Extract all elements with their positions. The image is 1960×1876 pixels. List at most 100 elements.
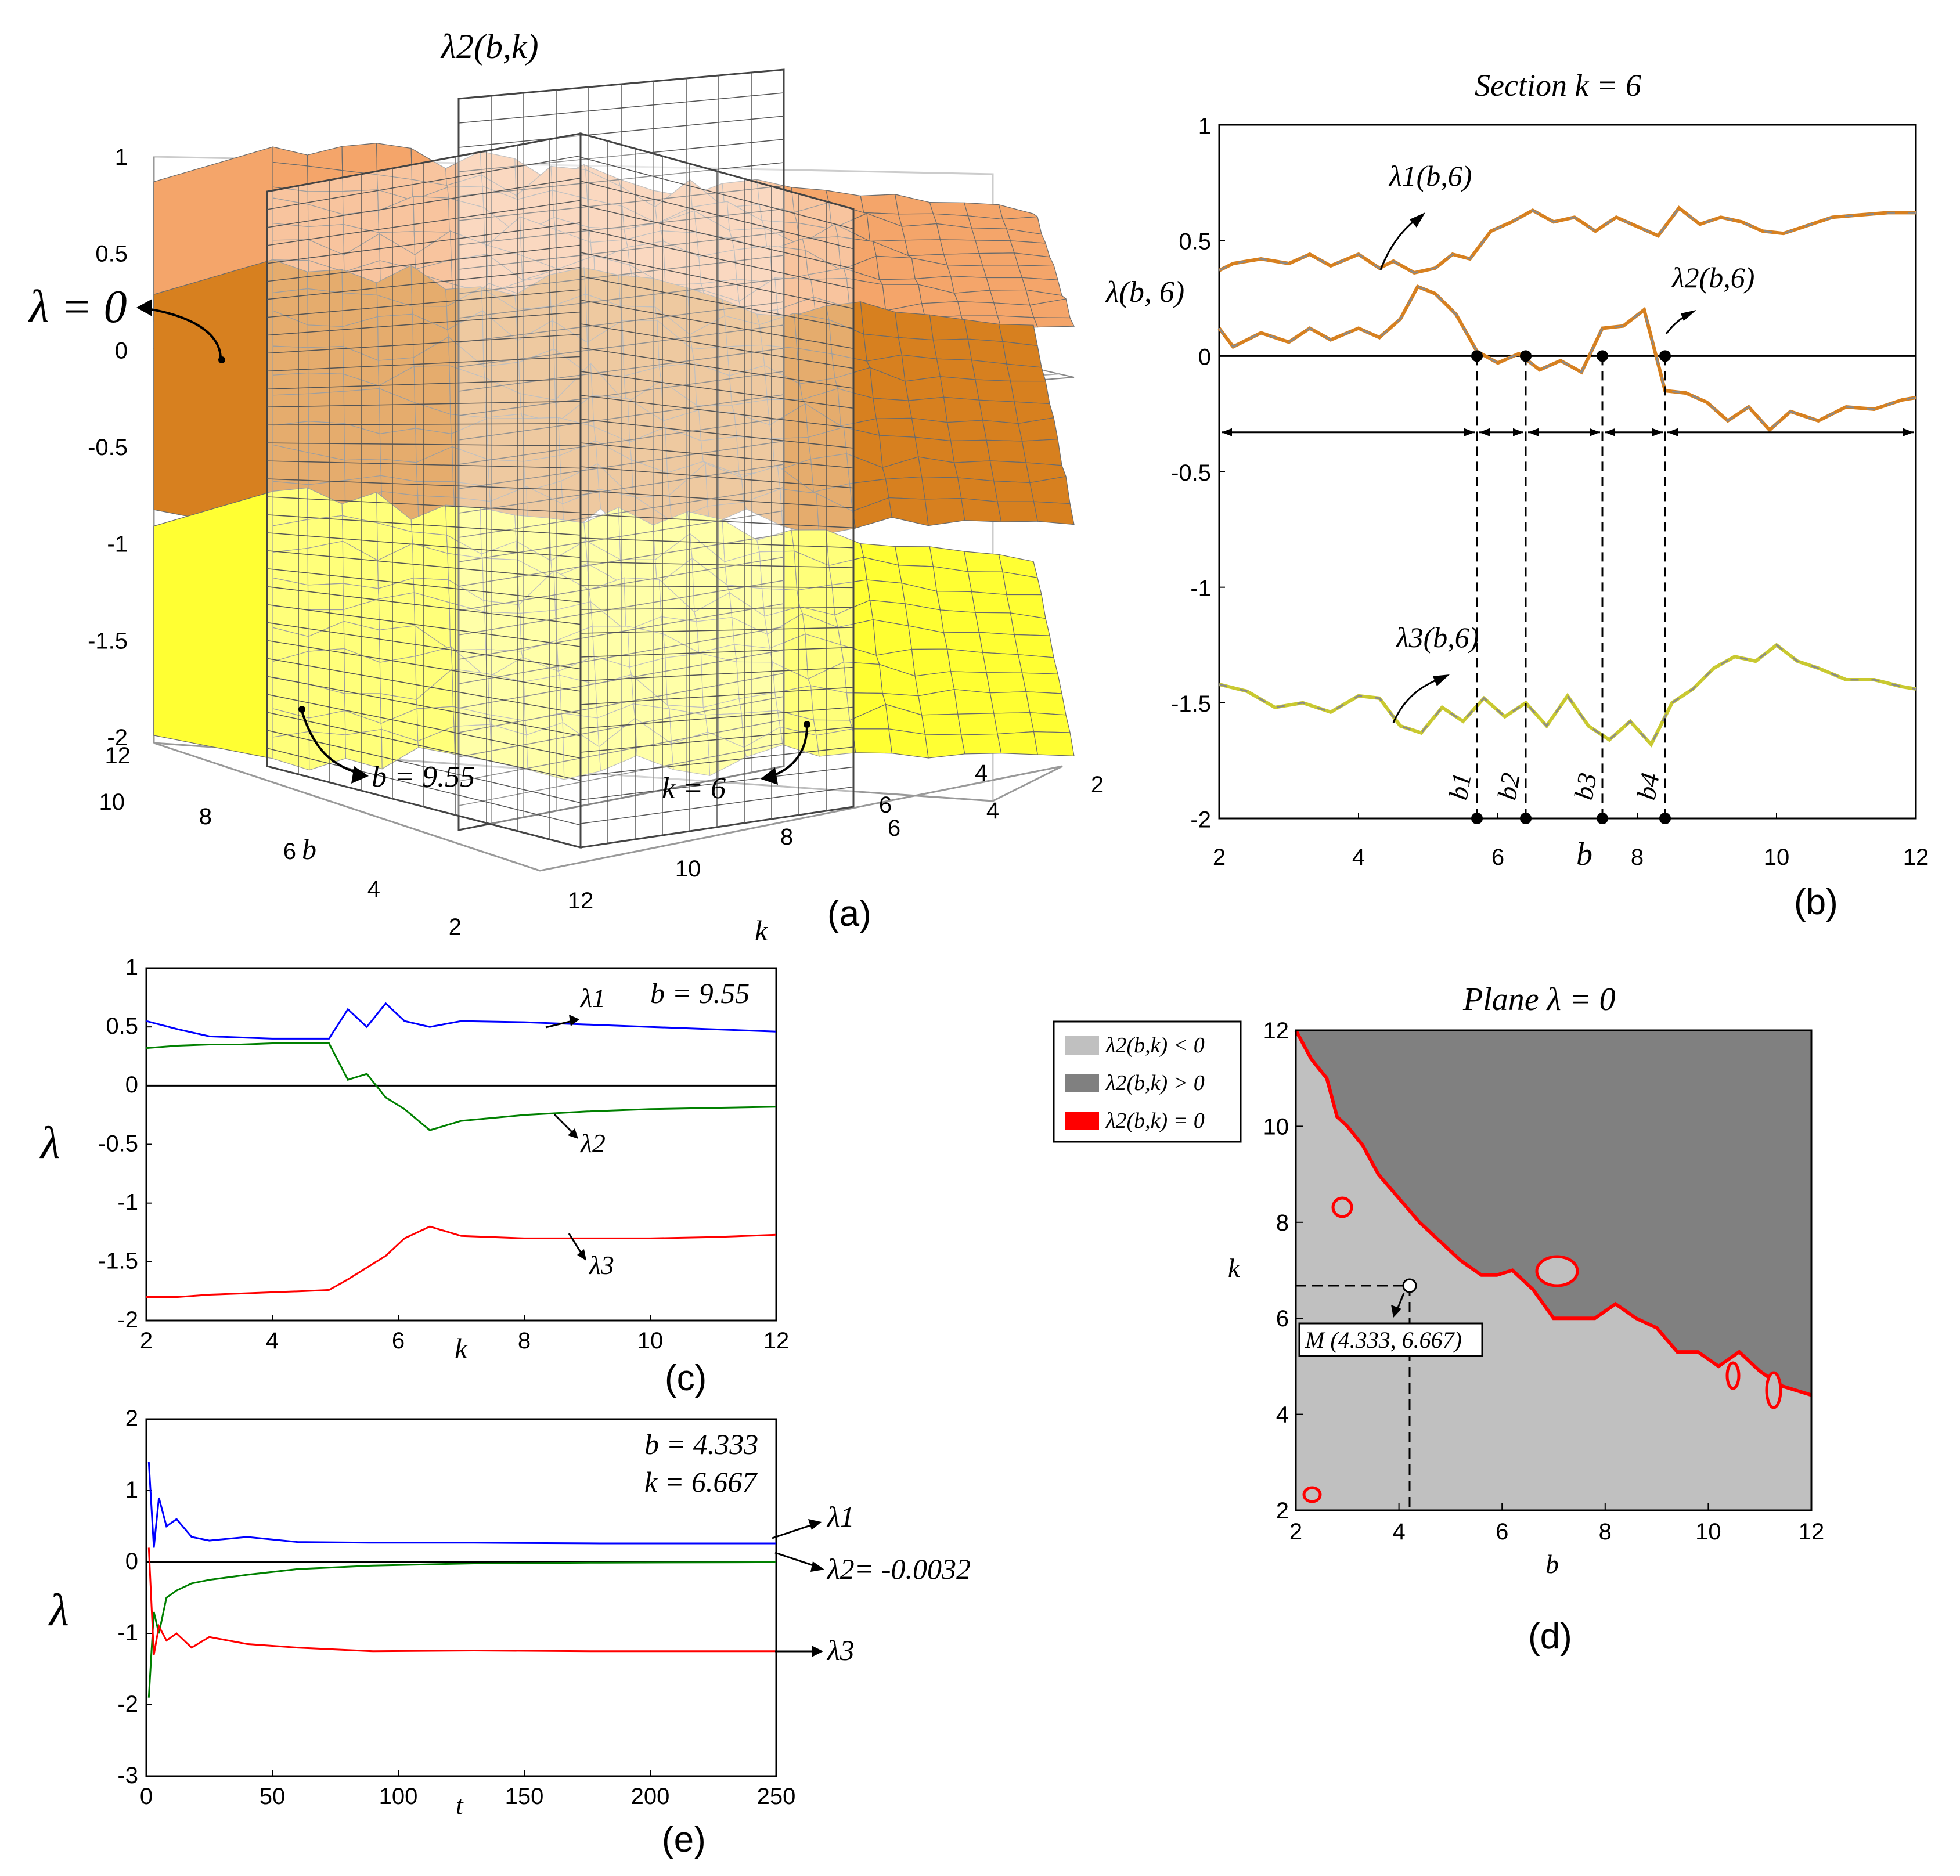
panel-e-annotation-b: b = 4.333 [644, 1428, 758, 1460]
marker-label-2: b2 [1492, 771, 1526, 802]
surface-facet [975, 240, 1015, 254]
surface-facet [1033, 731, 1075, 756]
panel-d-legend: λ2(b,k) < 0 λ2(b,k) > 0 λ2(b,k) = 0 [1053, 1020, 1242, 1143]
series-label-lambda2: λ2(b,6) [1671, 261, 1754, 294]
b-tick-label: 10 [99, 789, 125, 815]
surface-facet [971, 591, 1011, 614]
zero-crossing-dot [1471, 350, 1483, 362]
panel-d-xlabel: b [1545, 1549, 1559, 1579]
b-tick-label: 2 [449, 914, 462, 940]
x-tick-label: 150 [505, 1784, 544, 1809]
k-tick-label: 12 [568, 888, 594, 914]
z-axis-ticks: 1 0.5 0 -0.5 -1 -1.5 -2 [88, 145, 128, 751]
x-tick-label: 4 [266, 1328, 279, 1354]
panel-d-ticks: 2 4 6 8 10 12 12 10 8 6 4 2 [1263, 1018, 1825, 1545]
panel-c-chart: 2 4 6 8 10 12 1 0.5 0 -0.5 -1 -1.5 -2 b = 9.55 k λ λ… [39, 955, 789, 1398]
surface-facet [936, 591, 976, 613]
y-tick-label: 1 [1198, 113, 1211, 139]
y-tick-label: 0 [125, 1549, 138, 1574]
y-tick-label: 12 [1263, 1018, 1289, 1044]
y-tick-label: 1 [125, 955, 138, 980]
surface-facet [946, 420, 987, 442]
z-tick-label: 0 [115, 338, 128, 363]
panel-c-series-label-2: λ2 [579, 1128, 606, 1158]
y-tick-label: 10 [1263, 1114, 1289, 1139]
surface-facet [961, 733, 1002, 755]
y-tick-label: -3 [117, 1763, 138, 1788]
surface-facet [860, 194, 899, 215]
x-tick-label: 2 [1289, 1519, 1302, 1545]
surface-facet [1021, 439, 1062, 466]
panel-d-ylabel: k [1228, 1253, 1241, 1283]
surface-facet [939, 239, 980, 255]
panel-c-annotation: b = 9.55 [650, 977, 750, 1009]
y-tick-label: 0.5 [1179, 229, 1211, 255]
surface-facet [950, 439, 991, 463]
panel-c-series-label-3: λ3 [588, 1250, 614, 1280]
surface-facet [943, 396, 983, 423]
x-tick-label: 4 [1392, 1519, 1405, 1545]
b-955-annotation: b = 9.55 [372, 760, 475, 793]
x-tick-label: 4 [1352, 845, 1365, 870]
surface-facet [341, 143, 378, 175]
surface-facet [993, 712, 1035, 735]
panel-b-label: (b) [1794, 882, 1838, 922]
panel-d-plane-chart: Plane λ = 0 2 4 6 8 10 12 12 10 8 6 4 2 M (4.333, 6… [1053, 982, 1825, 1657]
point-m-label: M (4.333, 6.667) [1305, 1327, 1462, 1353]
surface-facet [975, 379, 1015, 402]
surface-facet [997, 731, 1038, 755]
panel-c-series-label-1: λ1 [579, 983, 606, 1013]
panel-b-xlabel: b [1576, 836, 1593, 872]
surface-facet [1018, 654, 1058, 674]
b-tick-label: 8 [199, 804, 212, 829]
surface-facet [1033, 501, 1075, 525]
x-tick-label: 100 [379, 1784, 418, 1809]
surface-facet [924, 497, 965, 526]
surface-facet [946, 265, 987, 279]
x-tick-label: 8 [1631, 845, 1644, 870]
marker-label-4: b4 [1631, 771, 1665, 802]
panel-b-series [1217, 205, 1916, 748]
k-tick-label: 8 [780, 824, 793, 850]
y-tick-label: -2 [117, 1691, 138, 1717]
y-tick-label: -0.5 [98, 1131, 138, 1156]
surface-facet [975, 612, 1015, 636]
surface-facet [1029, 712, 1071, 733]
surface-facet [986, 277, 1027, 291]
y-tick-label: 4 [1276, 1402, 1289, 1428]
surface-facet [961, 497, 1002, 522]
positive-region [1296, 1030, 1811, 1395]
surface-facet [986, 672, 1026, 694]
surface-facet [885, 476, 926, 500]
panel-c-label: (c) [665, 1358, 707, 1398]
x-tick-label: 6 [392, 1328, 405, 1354]
surface-facet [939, 376, 980, 401]
surface-facet [901, 223, 941, 241]
y-tick-label: -1.5 [1171, 691, 1211, 717]
surface-facet [895, 546, 934, 567]
surface-facet [1025, 691, 1067, 716]
x-tick-label: 50 [260, 1784, 286, 1809]
y-tick-label: -1 [1190, 576, 1211, 601]
series-line-3 [146, 1225, 777, 1298]
y-tick-label: -1.5 [98, 1249, 138, 1274]
series-texture-2 [1218, 285, 1916, 431]
surface-facet [921, 713, 962, 735]
series-texture-1 [1219, 207, 1916, 274]
panel-e-xlabel: t [456, 1790, 464, 1820]
panel-a-title: λ2(b,k) [440, 27, 539, 66]
panel-c-xlabel: k [455, 1332, 468, 1365]
series-line-1 [147, 1462, 776, 1548]
b-tick-label: 4 [368, 876, 380, 902]
panel-e-chart: 0 50 100 150 200 250 2 1 0 -1 -2 -3 b = 4.333 k = 6… [48, 1406, 971, 1860]
surface-facet [993, 481, 1035, 502]
y-tick-label: 1 [125, 1477, 138, 1503]
k-tick-label: 6 [888, 816, 900, 841]
surface-facet [1033, 317, 1075, 328]
surface-facet [982, 265, 1023, 279]
k-axis-ticks: 12 10 8 6 4 6 4 2 [568, 760, 1104, 914]
panel-d-label: (d) [1528, 1617, 1572, 1657]
axis-dot [1471, 813, 1483, 824]
x-tick-label: 8 [1599, 1519, 1612, 1545]
